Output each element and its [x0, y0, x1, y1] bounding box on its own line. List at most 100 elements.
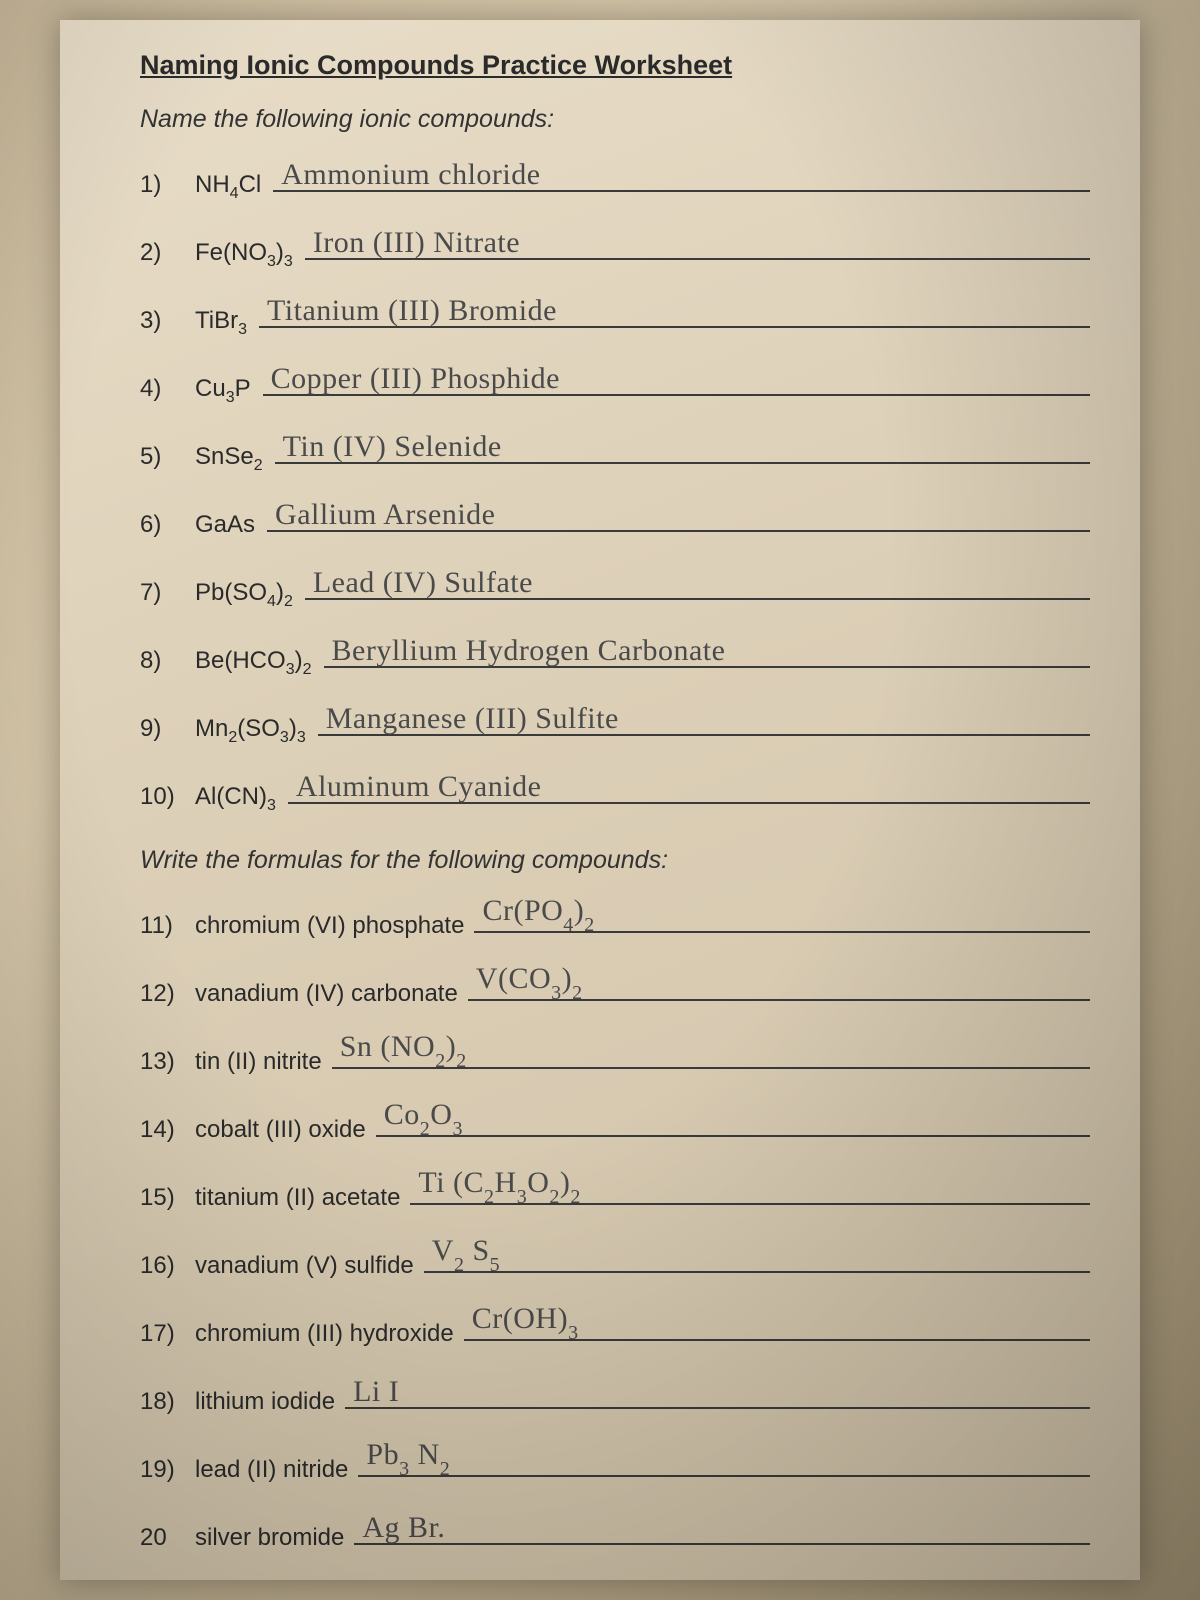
question-number: 13)	[140, 1048, 195, 1076]
answer-blank: Ag Br.	[354, 1505, 1090, 1545]
answer-blank: Lead (IV) Sulfate	[305, 560, 1090, 600]
instruction-part1: Name the following ionic compounds:	[140, 105, 1090, 134]
answer-blank: Tin (IV) Selenide	[275, 424, 1090, 464]
answer-blank: Iron (III) Nitrate	[305, 220, 1090, 260]
handwritten-answer: Sn (NO2)2	[340, 1030, 467, 1069]
question-number: 3)	[140, 307, 195, 335]
question-number: 12)	[140, 980, 195, 1008]
handwritten-answer: Tin (IV) Selenide	[283, 430, 502, 464]
answer-blank: Li I	[345, 1369, 1090, 1409]
compound-prompt: cobalt (III) oxide	[195, 1116, 366, 1144]
question-row: 14)cobalt (III) oxide Co2O3	[140, 1097, 1090, 1151]
question-number: 19)	[140, 1456, 195, 1484]
instruction-part2: Write the formulas for the following com…	[140, 846, 1090, 875]
handwritten-answer: V(CO3)2	[476, 962, 583, 1001]
question-row: 15)titanium (II) acetate Ti (C2H3O2)2	[140, 1165, 1090, 1219]
answer-blank: Gallium Arsenide	[267, 492, 1090, 532]
question-row: 6)GaAs Gallium Arsenide	[140, 492, 1090, 546]
question-row: 10)Al(CN)3 Aluminum Cyanide	[140, 764, 1090, 818]
handwritten-answer: Li I	[353, 1375, 399, 1409]
question-row: 3)TiBr3 Titanium (III) Bromide	[140, 288, 1090, 342]
handwritten-answer: Ammonium chloride	[281, 158, 540, 192]
part1-list: 1)NH4ClAmmonium chloride2)Fe(NO3)3Iron (…	[140, 152, 1090, 818]
question-row: 20silver bromide Ag Br.	[140, 1505, 1090, 1559]
question-row: 4)Cu3P Copper (III) Phosphide	[140, 356, 1090, 410]
answer-blank: Ti (C2H3O2)2	[410, 1165, 1090, 1205]
question-row: 16)vanadium (V) sulfideV2 S5	[140, 1233, 1090, 1287]
question-row: 9)Mn2(SO3)3 Manganese (III) Sulfite	[140, 696, 1090, 750]
handwritten-answer: Copper (III) Phosphide	[271, 362, 560, 396]
compound-prompt: chromium (III) hydroxide	[195, 1320, 454, 1348]
question-number: 2)	[140, 239, 195, 267]
question-number: 17)	[140, 1320, 195, 1348]
question-number: 14)	[140, 1116, 195, 1144]
answer-blank: Sn (NO2)2	[332, 1029, 1090, 1069]
question-row: 5)SnSe2Tin (IV) Selenide	[140, 424, 1090, 478]
worksheet-paper: Naming Ionic Compounds Practice Workshee…	[60, 20, 1140, 1580]
answer-blank: Cr(OH)3	[464, 1301, 1090, 1341]
part2-list: 11)chromium (VI) phosphateCr(PO4)212)van…	[140, 893, 1090, 1559]
handwritten-answer: Titanium (III) Bromide	[267, 294, 557, 328]
handwritten-answer: Lead (IV) Sulfate	[313, 566, 533, 600]
compound-prompt: lithium iodide	[195, 1388, 335, 1416]
question-row: 12)vanadium (IV) carbonate V(CO3)2	[140, 961, 1090, 1015]
chemical-formula: TiBr3	[195, 307, 247, 339]
question-row: 13)tin (II) nitrite Sn (NO2)2	[140, 1029, 1090, 1083]
compound-prompt: silver bromide	[195, 1524, 344, 1552]
answer-blank: Co2O3	[376, 1097, 1090, 1137]
question-number: 7)	[140, 579, 195, 607]
answer-blank: Beryllium Hydrogen Carbonate	[324, 628, 1091, 668]
handwritten-answer: Manganese (III) Sulfite	[326, 702, 619, 736]
question-number: 15)	[140, 1184, 195, 1212]
question-number: 10)	[140, 783, 195, 811]
question-row: 7)Pb(SO4)2 Lead (IV) Sulfate	[140, 560, 1090, 614]
handwritten-answer: Cr(OH)3	[472, 1302, 579, 1341]
answer-blank: Cr(PO4)2	[474, 893, 1090, 933]
answer-blank: V2 S5	[424, 1233, 1090, 1273]
chemical-formula: GaAs	[195, 511, 255, 539]
handwritten-answer: Aluminum Cyanide	[296, 770, 541, 804]
answer-blank: Titanium (III) Bromide	[259, 288, 1090, 328]
question-row: 11)chromium (VI) phosphateCr(PO4)2	[140, 893, 1090, 947]
handwritten-answer: V2 S5	[432, 1234, 500, 1273]
worksheet-title: Naming Ionic Compounds Practice Workshee…	[140, 50, 1090, 81]
compound-prompt: lead (II) nitride	[195, 1456, 348, 1484]
chemical-formula: Be(HCO3)2	[195, 647, 312, 679]
chemical-formula: Al(CN)3	[195, 783, 276, 815]
question-number: 11)	[140, 912, 195, 940]
handwritten-answer: Ag Br.	[362, 1511, 445, 1545]
chemical-formula: Mn2(SO3)3	[195, 715, 306, 747]
question-number: 9)	[140, 715, 195, 743]
answer-blank: Copper (III) Phosphide	[263, 356, 1090, 396]
handwritten-answer: Ti (C2H3O2)2	[418, 1166, 580, 1205]
compound-prompt: titanium (II) acetate	[195, 1184, 400, 1212]
question-number: 18)	[140, 1388, 195, 1416]
question-number: 8)	[140, 647, 195, 675]
question-row: 2)Fe(NO3)3 Iron (III) Nitrate	[140, 220, 1090, 274]
compound-prompt: vanadium (V) sulfide	[195, 1252, 414, 1280]
handwritten-answer: Beryllium Hydrogen Carbonate	[332, 634, 726, 668]
handwritten-answer: Pb3 N2	[366, 1438, 450, 1477]
answer-blank: Manganese (III) Sulfite	[318, 696, 1090, 736]
answer-blank: Aluminum Cyanide	[288, 764, 1090, 804]
handwritten-answer: Co2O3	[384, 1098, 463, 1137]
chemical-formula: Fe(NO3)3	[195, 239, 293, 271]
question-row: 17)chromium (III) hydroxide Cr(OH)3	[140, 1301, 1090, 1355]
chemical-formula: NH4Cl	[195, 171, 261, 203]
chemical-formula: Cu3P	[195, 375, 251, 407]
question-number: 6)	[140, 511, 195, 539]
question-number: 4)	[140, 375, 195, 403]
answer-blank: Pb3 N2	[358, 1437, 1090, 1477]
question-row: 18)lithium iodide Li I	[140, 1369, 1090, 1423]
question-row: 8)Be(HCO3)2 Beryllium Hydrogen Carbonate	[140, 628, 1090, 682]
handwritten-answer: Cr(PO4)2	[482, 894, 594, 933]
chemical-formula: Pb(SO4)2	[195, 579, 293, 611]
compound-prompt: vanadium (IV) carbonate	[195, 980, 458, 1008]
question-number: 20	[140, 1524, 195, 1552]
handwritten-answer: Iron (III) Nitrate	[313, 226, 520, 260]
question-number: 5)	[140, 443, 195, 471]
compound-prompt: tin (II) nitrite	[195, 1048, 322, 1076]
answer-blank: V(CO3)2	[468, 961, 1090, 1001]
handwritten-answer: Gallium Arsenide	[275, 498, 495, 532]
question-row: 19)lead (II) nitride Pb3 N2	[140, 1437, 1090, 1491]
